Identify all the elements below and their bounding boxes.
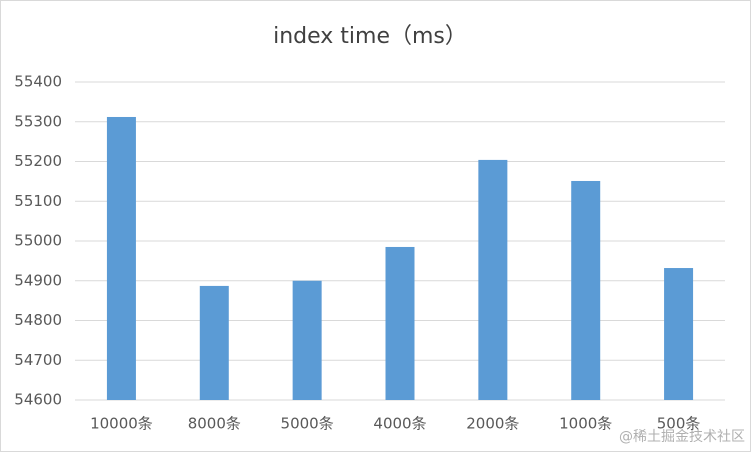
bar [571,180,601,400]
chart-title: index time（ms） [273,24,467,49]
bar [292,280,322,400]
bar [106,116,136,400]
bar [664,268,694,400]
x-tick-label: 500条 [657,415,701,433]
x-tick-label: 1000条 [559,415,612,433]
y-tick-label: 54900 [14,271,62,289]
x-tick-label: 2000条 [466,415,519,433]
y-tick-label: 54600 [14,391,62,409]
y-tick-label: 55100 [14,192,62,210]
watermark: @稀土掘金技术社区 [619,429,745,445]
bar [199,285,229,400]
x-tick-label: 10000条 [90,415,153,433]
x-tick-label: 4000条 [373,415,426,433]
x-tick-label: 8000条 [188,415,241,433]
bar [385,246,415,400]
y-tick-label: 55200 [14,152,62,170]
y-tick-label: 54700 [14,351,62,369]
y-tick-label: 55300 [14,112,62,130]
bar [478,159,508,400]
y-tick-label: 55400 [14,73,62,91]
y-tick-label: 55000 [14,232,62,250]
x-tick-label: 5000条 [281,415,334,433]
y-tick-label: 54800 [14,311,62,329]
